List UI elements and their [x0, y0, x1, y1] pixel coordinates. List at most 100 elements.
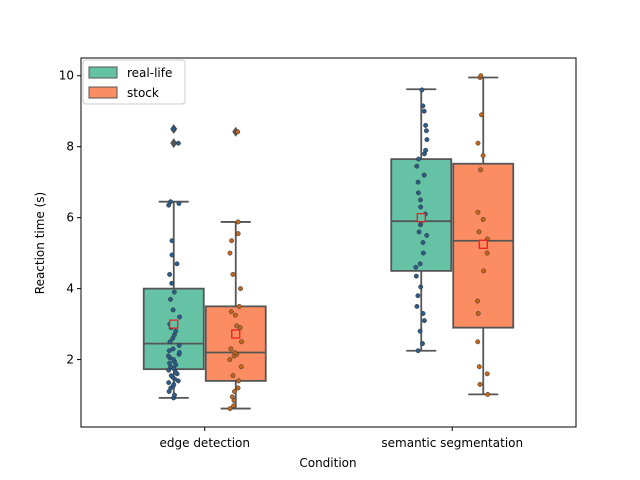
data-point [238, 286, 243, 292]
data-point [416, 229, 422, 235]
data-point [415, 348, 421, 354]
data-point [478, 73, 484, 79]
data-point [167, 360, 173, 366]
data-point [235, 219, 241, 225]
data-point [479, 112, 484, 118]
box-group [452, 73, 515, 397]
data-point [423, 147, 429, 153]
data-point [475, 209, 481, 215]
data-point [424, 137, 430, 143]
data-point [168, 373, 174, 379]
data-point [420, 341, 425, 347]
data-point [235, 385, 241, 391]
data-point [228, 309, 234, 315]
data-point [415, 190, 421, 196]
mean-marker [169, 319, 179, 329]
data-point [414, 163, 420, 169]
box-group [390, 87, 453, 354]
data-point [413, 273, 419, 279]
data-point [417, 261, 423, 267]
data-point [174, 261, 180, 267]
outlier-marker [170, 138, 178, 149]
legend: real-life stock [82, 59, 186, 105]
data-point [176, 201, 182, 206]
data-point [231, 403, 237, 409]
data-point [424, 232, 430, 238]
mean-marker [478, 239, 488, 249]
data-point [230, 373, 236, 379]
data-point [170, 126, 176, 132]
data-point [421, 108, 427, 114]
data-point [171, 289, 177, 295]
data-point [475, 140, 481, 146]
data-point [420, 311, 426, 316]
legend-label: real-life [127, 66, 172, 80]
mean-marker [416, 213, 426, 223]
data-point [166, 348, 172, 354]
data-point [480, 216, 486, 222]
data-point [476, 229, 482, 235]
data-point [227, 357, 233, 363]
data-point [165, 353, 171, 359]
y-tick-label: 10 [59, 69, 74, 83]
data-point [169, 280, 175, 286]
data-point [475, 298, 480, 304]
data-point [227, 406, 233, 412]
x-axis-label: Condition [299, 456, 356, 470]
data-point [415, 179, 421, 185]
data-point [418, 284, 424, 290]
data-point [169, 238, 175, 244]
data-point [173, 328, 179, 334]
data-point [417, 328, 423, 334]
legend-label: stock [127, 86, 159, 100]
data-point [414, 303, 420, 309]
data-point [170, 346, 176, 352]
data-point [423, 128, 429, 134]
mean-marker [231, 329, 241, 339]
data-point [227, 250, 233, 256]
data-point [475, 311, 481, 316]
data-point [175, 140, 181, 146]
data-point [416, 156, 421, 162]
data-point [476, 364, 482, 370]
axes-frame [80, 57, 577, 428]
data-point [229, 394, 235, 400]
data-point [176, 350, 182, 355]
data-point [177, 314, 183, 320]
y-tick-label: 4 [66, 282, 74, 296]
legend-swatch [88, 86, 118, 99]
data-point [166, 380, 172, 386]
box [204, 305, 267, 382]
data-point [478, 167, 484, 173]
axes: 2 4 6 8 10 edge detection semantic segmentatio… [59, 57, 577, 450]
data-point [167, 271, 173, 277]
data-point [418, 197, 423, 203]
plot-area [142, 73, 515, 412]
data-point [418, 204, 424, 210]
data-point [229, 238, 235, 244]
box-group [142, 123, 205, 401]
data-point [172, 392, 177, 398]
data-point [230, 271, 236, 277]
data-point [415, 293, 421, 299]
data-point [484, 371, 490, 377]
data-point [235, 129, 241, 135]
data-point [232, 312, 238, 318]
data-point [480, 153, 486, 159]
data-point [477, 381, 483, 387]
data-point [228, 346, 234, 352]
data-point [485, 391, 491, 397]
legend-swatch [88, 66, 118, 79]
y-tick-label: 8 [66, 140, 74, 154]
data-point [234, 323, 240, 329]
data-point [236, 378, 242, 384]
data-point [168, 199, 174, 205]
box [142, 287, 205, 371]
data-point [176, 342, 182, 348]
data-point [420, 240, 426, 245]
data-point [232, 350, 238, 355]
data-point [168, 296, 173, 302]
data-point [421, 172, 427, 178]
x-tick-label: semantic segmentation [381, 436, 523, 450]
